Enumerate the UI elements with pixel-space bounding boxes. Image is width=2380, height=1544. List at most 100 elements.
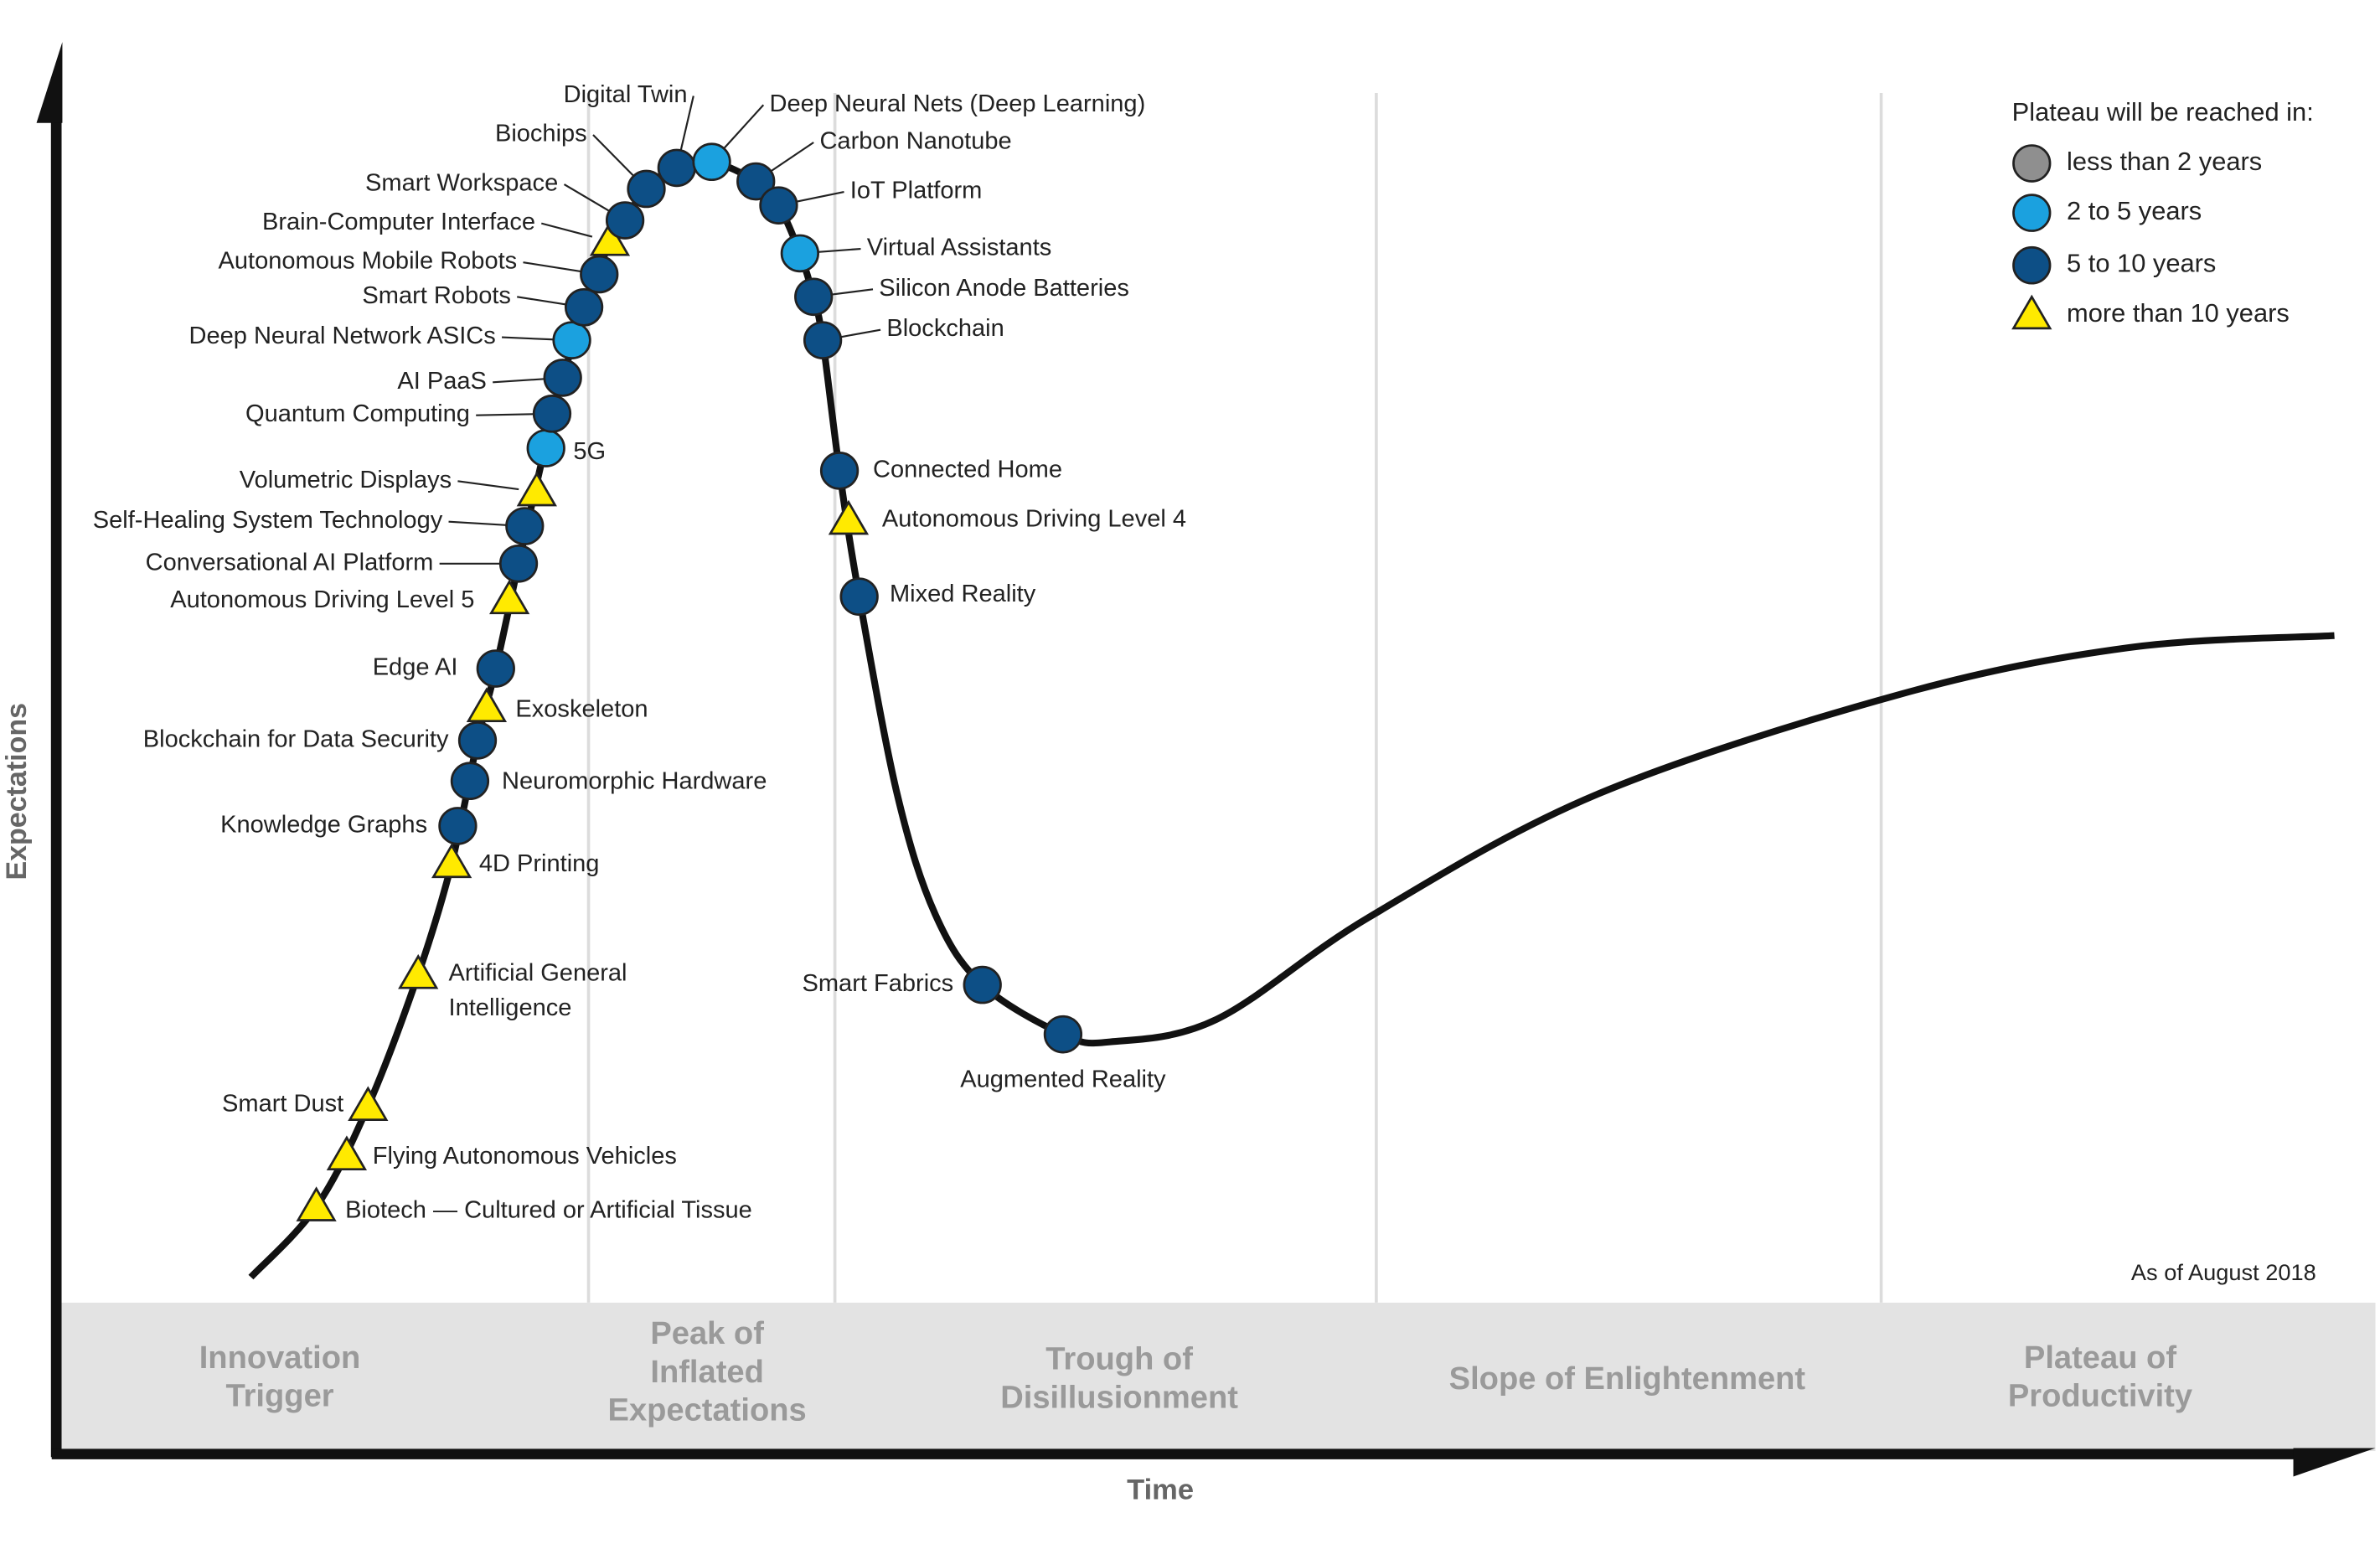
technology-label: Self-Healing System Technology <box>93 507 443 534</box>
technology-label: Knowledge Graphs <box>220 812 427 839</box>
leader-line <box>770 142 814 173</box>
technology-marker <box>457 721 498 760</box>
phase-label: Expectations <box>608 1393 807 1428</box>
technology-label: Smart Dust <box>222 1090 343 1117</box>
technology-marker <box>580 255 619 294</box>
legend-label: more than 10 years <box>2067 299 2290 328</box>
technology-label: Carbon Nanotube <box>819 128 1011 155</box>
phase-label: Innovation <box>199 1340 361 1376</box>
technology-marker <box>526 429 565 467</box>
leader-line <box>796 190 844 203</box>
technology-label: Edge AI <box>373 654 458 681</box>
technology-label: Biotech — Cultured or Artificial Tissue <box>345 1197 752 1224</box>
phase-label: Trigger <box>225 1379 333 1414</box>
technology-label: Digital Twin <box>564 81 688 108</box>
y-axis-label: Expectations <box>1 703 33 880</box>
technology-marker <box>476 649 515 688</box>
technology-marker <box>657 148 696 188</box>
technology-label: Artificial General <box>449 960 627 987</box>
technology-marker <box>498 544 539 583</box>
technology-marker <box>543 359 582 397</box>
technology-label: Smart Workspace <box>365 170 558 197</box>
technology-label: Autonomous Driving Level 4 <box>882 506 1186 533</box>
technology-label: Mixed Reality <box>890 581 1036 607</box>
technology-marker <box>736 162 776 201</box>
legend-label: 5 to 10 years <box>2067 250 2216 278</box>
technology-marker <box>296 1186 337 1221</box>
technology-marker <box>963 965 1002 1004</box>
leader-line <box>563 183 610 212</box>
technology-marker <box>466 687 508 723</box>
leader-line <box>476 413 534 416</box>
leader-line <box>592 134 635 177</box>
technology-marker <box>794 277 834 317</box>
leader-line <box>448 520 507 526</box>
technology-label: Conversational AI Platform <box>146 550 434 576</box>
technology-marker <box>1043 1015 1083 1054</box>
phase-label: Slope of Enlightenment <box>1449 1361 1806 1397</box>
technology-label: Autonomous Mobile Robots <box>219 248 518 275</box>
technology-marker <box>780 234 820 273</box>
leader-line <box>517 296 566 306</box>
technology-marker <box>839 577 879 616</box>
technology-label: Smart Robots <box>362 282 511 309</box>
leader-line <box>540 222 593 238</box>
phase-label: Peak of <box>650 1316 764 1351</box>
phase-label: Productivity <box>2008 1379 2192 1414</box>
technology-marker <box>552 321 591 359</box>
technology-label: 4D Printing <box>479 850 600 877</box>
y-axis-arrow <box>36 42 63 123</box>
technology-label: Deep Neural Nets (Deep Learning) <box>770 90 1146 117</box>
technology-label: Deep Neural Network ASICs <box>188 323 495 349</box>
technology-marker <box>532 395 572 433</box>
technology-marker <box>803 321 843 359</box>
technology-label: Augmented Reality <box>960 1066 1166 1093</box>
legend-title: Plateau will be reached in: <box>2012 98 2314 127</box>
technology-marker <box>438 807 478 845</box>
technology-label: Autonomous Driving Level 5 <box>170 586 474 613</box>
legend-marker <box>2012 144 2052 183</box>
technology-marker <box>450 762 490 801</box>
legend-marker <box>2012 194 2052 232</box>
technology-label: Exoskeleton <box>515 696 648 723</box>
phase-label: Disillusionment <box>1000 1380 1238 1415</box>
legend-marker <box>2011 294 2052 330</box>
technology-marker <box>326 1135 368 1171</box>
technology-label: 5G <box>573 438 606 465</box>
technology-label: Neuromorphic Hardware <box>502 768 767 795</box>
technology-label: Biochips <box>495 121 587 147</box>
technology-label: AI PaaS <box>397 368 487 395</box>
technology-marker <box>819 452 860 490</box>
leader-line <box>818 247 861 253</box>
technology-marker <box>589 220 631 256</box>
phase-label: Plateau of <box>2024 1340 2176 1376</box>
x-axis-arrow <box>2293 1448 2376 1477</box>
leader-line <box>523 261 581 273</box>
technology-label: Volumetric Displays <box>240 467 452 493</box>
x-axis-label: Time <box>1127 1474 1194 1506</box>
leader-line <box>840 328 881 338</box>
technology-label: Blockchain for Data Security <box>143 726 449 753</box>
legend-label: 2 to 5 years <box>2067 197 2202 225</box>
technology-marker <box>692 142 731 182</box>
leader-line <box>831 288 874 296</box>
technology-label: Blockchain <box>886 315 1004 342</box>
technology-marker <box>431 843 472 879</box>
legend-label: less than 2 years <box>2067 147 2262 176</box>
technology-marker <box>605 201 645 240</box>
phase-band <box>60 1302 2376 1452</box>
technology-label: Intelligence <box>449 994 572 1021</box>
technology-label: Virtual Assistants <box>867 235 1052 261</box>
leader-line <box>502 336 554 341</box>
technology-label: Silicon Anode Batteries <box>879 275 1129 302</box>
technology-marker <box>505 507 545 545</box>
technology-label: Connected Home <box>873 457 1062 483</box>
technology-marker <box>398 953 439 989</box>
technology-marker <box>564 287 604 327</box>
technology-label: Quantum Computing <box>245 400 470 427</box>
technology-label: Smart Fabrics <box>803 970 954 997</box>
leader-line <box>679 96 694 151</box>
technology-marker <box>627 169 666 209</box>
phase-dividers <box>586 92 1883 1303</box>
